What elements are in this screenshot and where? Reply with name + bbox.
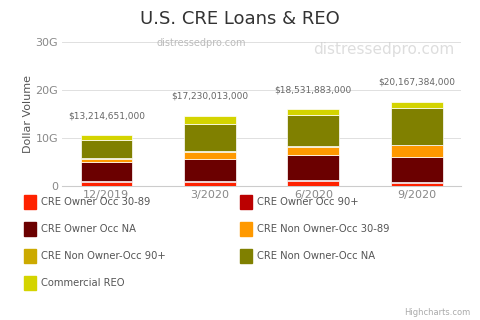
Bar (81, 135, 132, 140)
Bar (81, 159, 132, 163)
Text: CRE Owner Occ NA: CRE Owner Occ NA (41, 224, 136, 234)
Bar (391, 182, 443, 183)
Bar (81, 158, 132, 159)
Text: $13,214,651,000: $13,214,651,000 (68, 111, 145, 120)
Bar (184, 151, 236, 152)
Text: CRE Owner Occ 90+: CRE Owner Occ 90+ (257, 196, 359, 207)
Bar (184, 152, 236, 159)
Bar (391, 108, 443, 145)
Bar (288, 156, 339, 180)
Bar (184, 124, 236, 151)
Bar (288, 109, 339, 115)
Text: Commercial REO: Commercial REO (41, 278, 124, 288)
Text: CRE Non Owner-Occ NA: CRE Non Owner-Occ NA (257, 251, 375, 261)
Bar (288, 146, 339, 147)
Text: U.S. CRE Loans & REO: U.S. CRE Loans & REO (140, 10, 340, 28)
Text: $20,167,384,000: $20,167,384,000 (378, 78, 456, 87)
Text: distressedpro.com: distressedpro.com (157, 38, 246, 48)
Bar (391, 102, 443, 108)
Bar (391, 183, 443, 186)
Bar (184, 181, 236, 186)
Bar (288, 180, 339, 181)
Bar (184, 159, 236, 180)
Bar (288, 115, 339, 146)
Bar (184, 116, 236, 124)
Bar (288, 147, 339, 156)
Bar (81, 181, 132, 186)
Bar (391, 157, 443, 182)
Text: $18,531,883,000: $18,531,883,000 (275, 86, 352, 95)
Bar (391, 145, 443, 146)
Bar (81, 140, 132, 158)
Bar (288, 181, 339, 186)
Text: CRE Non Owner-Occ 30-89: CRE Non Owner-Occ 30-89 (257, 224, 389, 234)
Text: $17,230,013,000: $17,230,013,000 (171, 92, 249, 101)
Y-axis label: Dollar Volume: Dollar Volume (23, 75, 33, 153)
Bar (184, 180, 236, 181)
Text: CRE Non Owner-Occ 90+: CRE Non Owner-Occ 90+ (41, 251, 166, 261)
Text: CRE Owner Occ 30-89: CRE Owner Occ 30-89 (41, 196, 150, 207)
Text: distressedpro.com: distressedpro.com (313, 42, 455, 57)
Bar (81, 163, 132, 181)
Bar (391, 146, 443, 157)
Text: Highcharts.com: Highcharts.com (404, 308, 470, 317)
